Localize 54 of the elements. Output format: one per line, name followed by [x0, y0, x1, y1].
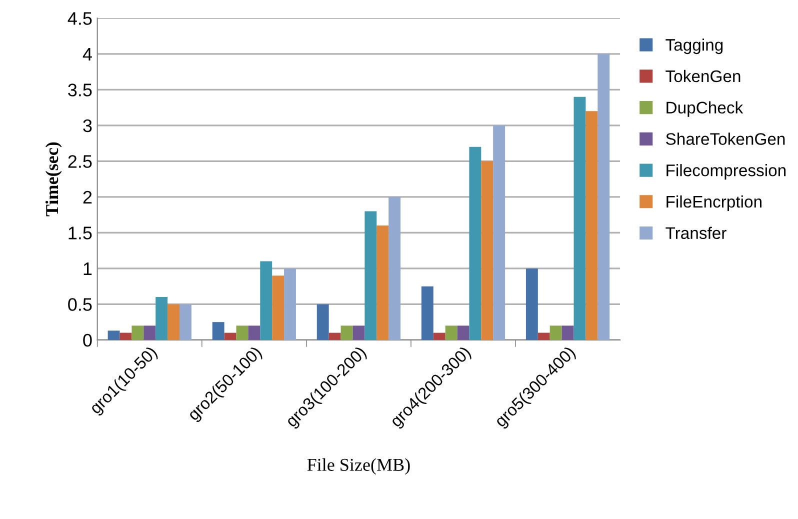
y-axis-title: Time(sec): [45, 142, 62, 216]
bar: [574, 96, 586, 340]
bar: [260, 261, 272, 340]
bar: [388, 196, 401, 340]
bar: [550, 326, 562, 340]
legend-label: Transfer: [666, 226, 726, 240]
bar: [212, 322, 224, 340]
bar: [108, 330, 120, 340]
bar: [421, 286, 434, 340]
bar: [179, 304, 192, 340]
bar: [364, 211, 377, 340]
bar: [469, 146, 482, 340]
y-tick-label: 0.5: [68, 298, 92, 311]
bar: [562, 326, 574, 340]
y-tick-label: 4: [82, 48, 92, 60]
legend-label: ShareTokenGen: [666, 132, 785, 145]
bar: [352, 326, 365, 340]
legend-label: Tagging: [666, 38, 723, 54]
bar: [156, 297, 168, 340]
legend-label: DupCheck: [666, 101, 744, 117]
y-tick-label: 3: [83, 119, 92, 132]
bar: [433, 332, 446, 340]
y-tick-label: 3.5: [68, 84, 92, 96]
bar: [526, 268, 538, 340]
bar: [132, 326, 144, 340]
y-tick-label: 4.5: [68, 12, 92, 25]
bar: [340, 326, 353, 340]
bar: [586, 111, 598, 340]
bar: [284, 268, 296, 340]
y-tick-label: 1: [84, 262, 92, 275]
bar: [248, 326, 260, 340]
bar: [493, 125, 506, 340]
y-tick-label: 1.5: [68, 226, 92, 240]
y-tick-label: 0: [83, 334, 92, 347]
bar: [445, 326, 458, 340]
y-tick-label: 2.5: [68, 155, 92, 168]
bar: [538, 332, 550, 340]
bar: [376, 226, 389, 340]
bar: [120, 332, 132, 340]
bar: [144, 326, 156, 340]
bar: [272, 276, 284, 340]
legend-label: Filecompression: [666, 164, 786, 180]
bar: [457, 326, 470, 340]
bar: [236, 326, 248, 340]
bar: [598, 54, 610, 340]
bar: [328, 332, 341, 340]
legend-label: FileEncrption: [666, 195, 762, 211]
bar: [316, 304, 329, 340]
y-tick-label: 2: [83, 190, 92, 204]
legend-label: TokenGen: [666, 70, 740, 82]
bar: [224, 332, 236, 340]
bar: [481, 161, 494, 340]
bar: [168, 304, 180, 340]
x-axis-title: File Size(MB): [307, 458, 410, 475]
